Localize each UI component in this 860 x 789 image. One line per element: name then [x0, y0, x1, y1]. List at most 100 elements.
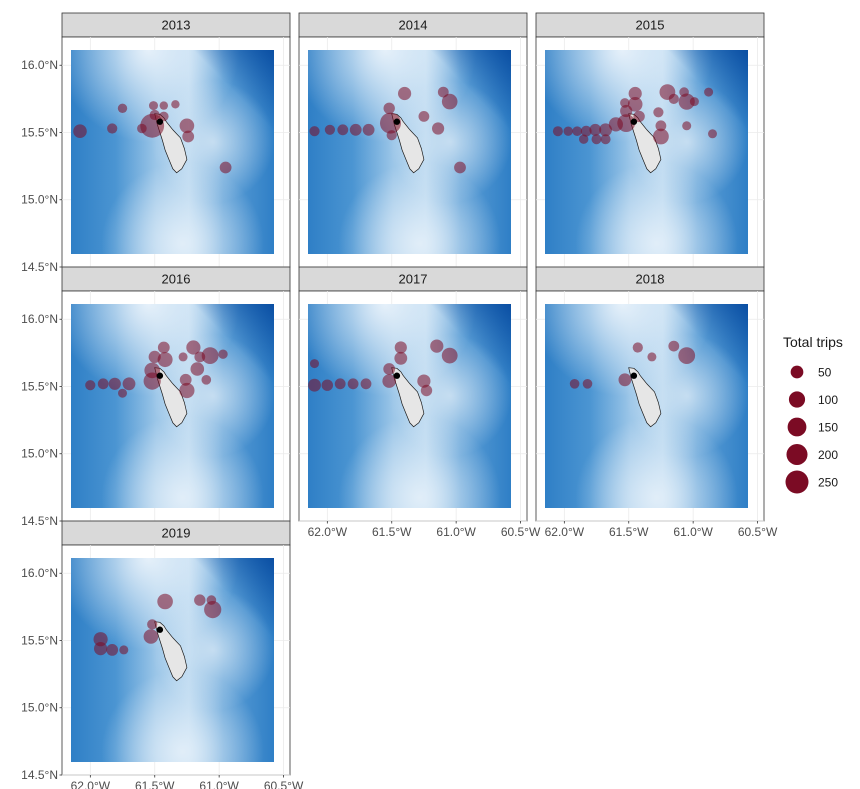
y-tick-label: 15.5°N: [21, 633, 58, 647]
trip-point: [117, 103, 128, 114]
x-tick-label: 61.5°W: [609, 525, 649, 539]
y-tick-label: 16.0°N: [21, 312, 58, 326]
trip-point: [218, 349, 228, 359]
trip-point: [382, 374, 397, 388]
trip-point: [579, 134, 589, 144]
port-marker: [630, 118, 638, 125]
trip-point: [632, 342, 643, 353]
facet-panels: 2013 16.0°N 15.5°N 15.0°N 14.5°N 2014 2015 2016…: [21, 12, 778, 789]
trip-point: [582, 379, 593, 389]
legend-circle: [790, 365, 804, 379]
facet-strip-label: 2019: [162, 526, 191, 541]
facet-panel-2016: 2016 16.0°N 15.5°N 15.0°N 14.5°N: [21, 266, 291, 528]
trip-point: [627, 97, 643, 112]
x-tick-label: 62.0°W: [71, 779, 111, 789]
legend-label: 200: [818, 448, 838, 462]
legend-title: Total trips: [783, 334, 843, 350]
facet-strip-label: 2013: [162, 18, 191, 33]
legend-key: 150: [787, 417, 838, 437]
trip-point: [194, 594, 206, 606]
x-tick-label: 61.5°W: [135, 779, 175, 789]
trip-point: [179, 382, 195, 399]
port-marker: [156, 372, 164, 379]
trip-point: [349, 123, 362, 136]
x-tick-label: 61.0°W: [199, 779, 239, 789]
trip-point: [678, 93, 695, 110]
island-outline: [154, 367, 188, 428]
legend-label: 250: [818, 476, 838, 490]
trip-point: [179, 373, 192, 386]
trip-point: [572, 126, 582, 136]
size-legend: Total trips 50 100 150 200 250: [783, 334, 843, 494]
trip-points: [569, 340, 696, 389]
legend-label: 150: [818, 421, 838, 435]
trip-point: [106, 644, 119, 656]
y-tick-label: 14.5°N: [21, 260, 58, 274]
trip-point: [186, 340, 201, 355]
trip-point: [708, 129, 717, 139]
trip-point: [157, 352, 173, 368]
facet-strip-label: 2016: [162, 272, 191, 287]
y-tick-label: 15.0°N: [21, 193, 58, 207]
facet-panel-2017: 2017 62.0°W 61.5°W 61.0°W 60.5°W: [298, 266, 541, 539]
trip-point: [380, 112, 401, 134]
trip-points: [93, 593, 222, 656]
y-tick-label: 14.5°N: [21, 768, 58, 782]
trip-point: [360, 378, 372, 390]
bathymetry-raster: [308, 304, 511, 508]
facet-strip-label: 2017: [399, 272, 428, 287]
legend-label: 100: [818, 393, 838, 407]
trip-point: [362, 123, 375, 136]
facet-panel-2019: 2019 16.0°N 15.5°N 15.0°N 14.5°N 62.0°W 61.5°W…: [21, 520, 304, 789]
legend-key: 100: [788, 391, 838, 408]
trip-point: [569, 379, 580, 389]
trip-point: [310, 359, 319, 369]
trip-point: [418, 111, 430, 122]
trip-point: [647, 352, 657, 362]
trip-point: [563, 126, 573, 136]
trip-point: [157, 341, 170, 354]
trip-points: [552, 84, 717, 145]
trip-point: [633, 110, 645, 123]
trip-point: [552, 126, 563, 137]
trip-point: [383, 102, 395, 115]
y-tick-label: 16.0°N: [21, 566, 58, 580]
trip-point: [108, 377, 121, 390]
facet-strip-label: 2018: [636, 272, 665, 287]
x-tick-label: 61.5°W: [372, 525, 412, 539]
x-tick-label: 61.0°W: [436, 525, 476, 539]
y-tick-label: 15.5°N: [21, 125, 58, 139]
trip-point: [398, 86, 412, 101]
island-outline: [391, 367, 425, 428]
trip-point: [182, 130, 195, 143]
facet-strip: [61, 266, 291, 292]
facet-strip-label: 2015: [636, 18, 665, 33]
trip-points: [85, 340, 228, 399]
legend-key: 200: [786, 443, 838, 466]
trip-point: [144, 362, 160, 379]
trip-point: [157, 593, 173, 610]
trip-point: [324, 124, 335, 135]
x-tick-label: 60.5°W: [738, 525, 778, 539]
trip-point: [655, 120, 667, 132]
facet-strip: [61, 12, 291, 38]
trip-point: [107, 123, 118, 134]
trip-point: [194, 351, 206, 363]
y-tick-label: 15.0°N: [21, 701, 58, 715]
legend-circle: [786, 443, 808, 466]
facet-panel-2018: 2018 62.0°W 61.5°W 61.0°W 60.5°W: [535, 266, 778, 539]
island-outline: [628, 367, 662, 428]
port-marker: [156, 118, 164, 125]
facet-panel-2013: 2013 16.0°N 15.5°N 15.0°N 14.5°N: [21, 12, 291, 274]
trip-point: [149, 101, 158, 111]
legend-circle: [788, 391, 806, 408]
trip-point: [420, 384, 433, 397]
port-marker: [630, 372, 638, 379]
facet-strip: [535, 12, 765, 38]
trip-point: [204, 601, 222, 619]
trip-points: [308, 339, 458, 397]
trip-point: [308, 378, 321, 392]
y-tick-label: 14.5°N: [21, 514, 58, 528]
trip-point: [201, 375, 212, 385]
